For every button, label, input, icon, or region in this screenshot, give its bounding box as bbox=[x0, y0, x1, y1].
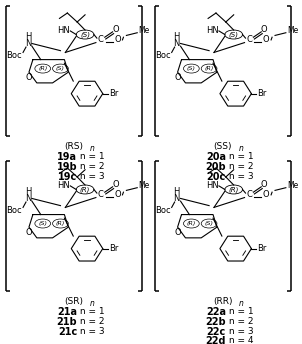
Text: HN: HN bbox=[57, 26, 70, 35]
Text: O: O bbox=[26, 73, 32, 82]
Text: n = 3: n = 3 bbox=[77, 172, 105, 181]
Text: Boc: Boc bbox=[155, 206, 171, 215]
Text: O: O bbox=[114, 190, 121, 200]
Text: C: C bbox=[98, 35, 104, 44]
Text: 22b: 22b bbox=[205, 317, 226, 327]
Text: n = 1: n = 1 bbox=[226, 152, 253, 161]
Text: (R): (R) bbox=[187, 221, 196, 226]
Text: n = 2: n = 2 bbox=[226, 317, 253, 326]
Text: H: H bbox=[173, 187, 180, 196]
Text: n = 2: n = 2 bbox=[77, 317, 105, 326]
Text: n = 3: n = 3 bbox=[226, 326, 253, 335]
Text: (S): (S) bbox=[187, 66, 196, 71]
Text: N: N bbox=[25, 194, 31, 203]
Text: O: O bbox=[261, 25, 268, 34]
Text: 20b: 20b bbox=[205, 162, 226, 172]
Text: O: O bbox=[114, 35, 121, 44]
Text: O: O bbox=[263, 190, 269, 200]
Text: N: N bbox=[173, 194, 180, 203]
Text: HN: HN bbox=[206, 26, 218, 35]
Text: O: O bbox=[112, 25, 119, 34]
Text: C: C bbox=[98, 190, 104, 200]
Text: C: C bbox=[246, 190, 252, 200]
Text: (SS): (SS) bbox=[214, 142, 232, 151]
Text: N: N bbox=[173, 39, 180, 48]
Text: (S): (S) bbox=[38, 221, 47, 226]
Text: O: O bbox=[174, 73, 181, 82]
Text: Boc: Boc bbox=[6, 206, 22, 215]
Text: Me: Me bbox=[287, 26, 298, 35]
Text: n = 2: n = 2 bbox=[77, 162, 105, 171]
Text: 20a: 20a bbox=[206, 152, 226, 162]
Text: (SR): (SR) bbox=[65, 297, 84, 306]
Text: HN: HN bbox=[206, 181, 218, 190]
Text: (R): (R) bbox=[38, 66, 47, 71]
Text: (S): (S) bbox=[229, 31, 239, 38]
Text: 22a: 22a bbox=[206, 307, 226, 317]
Text: n = 2: n = 2 bbox=[226, 162, 253, 171]
Text: Br: Br bbox=[257, 89, 267, 98]
Text: Me: Me bbox=[138, 181, 149, 190]
Text: 21a: 21a bbox=[57, 307, 77, 317]
Text: H: H bbox=[173, 32, 180, 41]
Text: (S): (S) bbox=[80, 31, 90, 38]
Text: (R): (R) bbox=[56, 221, 65, 226]
Text: (RR): (RR) bbox=[213, 297, 233, 306]
Text: n: n bbox=[90, 299, 95, 308]
Text: H: H bbox=[25, 187, 31, 196]
Text: (R): (R) bbox=[229, 186, 239, 193]
Text: n: n bbox=[239, 299, 243, 308]
Text: Boc: Boc bbox=[155, 51, 171, 60]
Text: n: n bbox=[239, 144, 243, 153]
Text: Br: Br bbox=[109, 89, 118, 98]
Text: H: H bbox=[25, 32, 31, 41]
Text: n = 4: n = 4 bbox=[226, 336, 253, 344]
Text: (R): (R) bbox=[80, 186, 90, 193]
Text: Me: Me bbox=[287, 181, 298, 190]
Text: O: O bbox=[263, 35, 269, 44]
Text: C: C bbox=[246, 35, 252, 44]
Text: n = 1: n = 1 bbox=[226, 307, 253, 316]
Text: Br: Br bbox=[109, 244, 118, 253]
Text: O: O bbox=[26, 228, 32, 237]
Text: n = 3: n = 3 bbox=[226, 172, 253, 181]
Text: HN: HN bbox=[57, 181, 70, 190]
Text: n: n bbox=[90, 144, 95, 153]
Text: 19c: 19c bbox=[58, 172, 77, 182]
Text: N: N bbox=[25, 39, 31, 48]
Text: O: O bbox=[112, 180, 119, 189]
Text: 21b: 21b bbox=[56, 317, 77, 327]
Text: 22d: 22d bbox=[205, 336, 226, 344]
Text: n = 1: n = 1 bbox=[77, 152, 105, 161]
Text: 21c: 21c bbox=[58, 326, 77, 336]
Text: (RS): (RS) bbox=[65, 142, 84, 151]
Text: 22c: 22c bbox=[207, 326, 226, 336]
Text: Boc: Boc bbox=[6, 51, 22, 60]
Text: (S): (S) bbox=[56, 66, 65, 71]
Text: O: O bbox=[261, 180, 268, 189]
Text: (R): (R) bbox=[204, 66, 214, 71]
Text: (S): (S) bbox=[204, 221, 214, 226]
Text: 20c: 20c bbox=[207, 172, 226, 182]
Text: 19a: 19a bbox=[57, 152, 77, 162]
Text: Me: Me bbox=[138, 26, 149, 35]
Text: n = 1: n = 1 bbox=[77, 307, 105, 316]
Text: n = 3: n = 3 bbox=[77, 326, 105, 335]
Text: 19b: 19b bbox=[56, 162, 77, 172]
Text: O: O bbox=[174, 228, 181, 237]
Text: Br: Br bbox=[257, 244, 267, 253]
